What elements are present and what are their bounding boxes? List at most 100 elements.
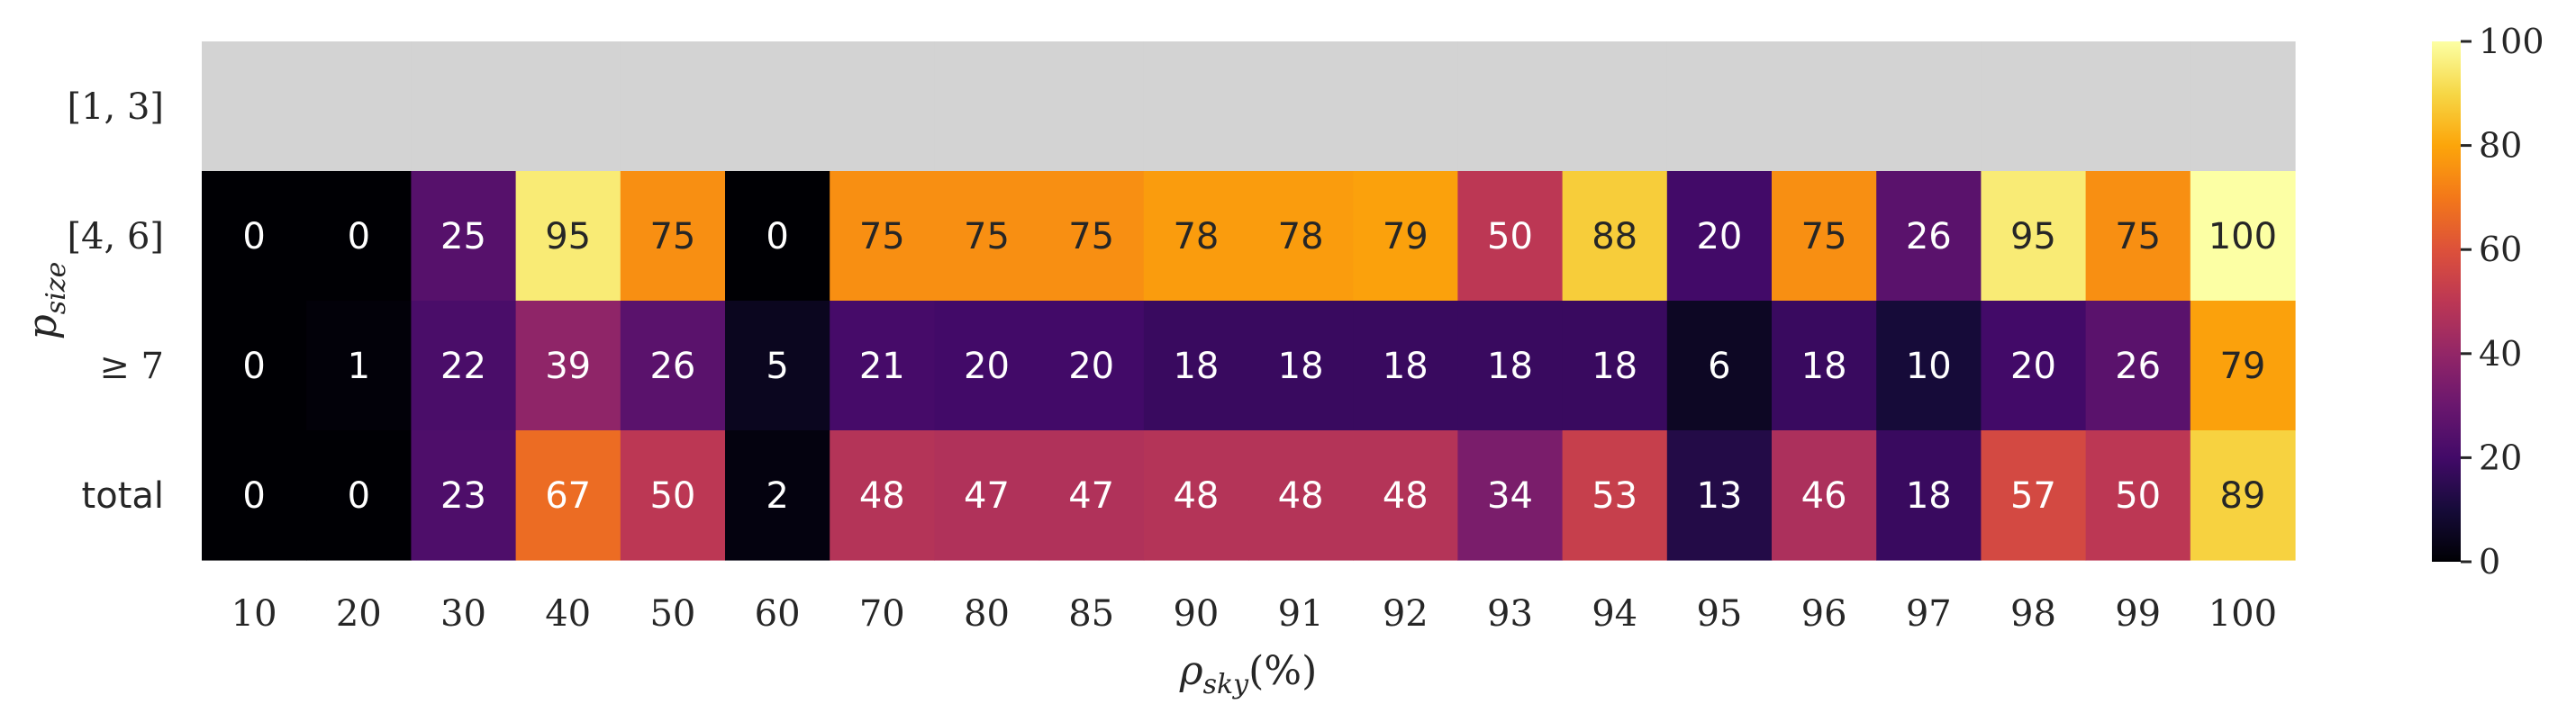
heatmap-cell bbox=[1143, 41, 1249, 172]
heatmap-cell bbox=[202, 41, 307, 172]
colorbar: 0 20 40 60 80 100 bbox=[2432, 22, 2544, 582]
heatmap-cell bbox=[1353, 430, 1458, 561]
cell-value-label: 22 bbox=[440, 346, 486, 387]
heatmap-cell bbox=[2190, 171, 2296, 302]
heatmap-cell bbox=[1772, 41, 1877, 172]
heatmap-cell bbox=[1353, 171, 1458, 302]
cell-value-label: 18 bbox=[1592, 346, 1637, 387]
cell-value-label: 50 bbox=[649, 475, 695, 517]
heatmap-cell bbox=[1039, 301, 1145, 431]
colorbar-tick-label: 0 bbox=[2479, 542, 2500, 582]
x-tick-label: 100 bbox=[2209, 593, 2277, 635]
cell-value-label: 53 bbox=[1592, 475, 1637, 517]
heatmap-cell bbox=[1039, 430, 1145, 561]
heatmap-cell bbox=[1039, 41, 1145, 172]
cell-value-label: 18 bbox=[1383, 346, 1429, 387]
heatmap-cell bbox=[1981, 301, 2087, 431]
x-tick-label: 91 bbox=[1278, 593, 1324, 635]
heatmap-cell bbox=[202, 430, 307, 561]
cell-value-label: 75 bbox=[964, 216, 1010, 257]
heatmap-cell bbox=[306, 301, 412, 431]
cell-value-label: 79 bbox=[2219, 346, 2265, 387]
heatmap-cell bbox=[934, 171, 1040, 302]
heatmap-cell bbox=[1981, 41, 2087, 172]
heatmap-cell bbox=[725, 171, 830, 302]
cell-value-label: 95 bbox=[545, 216, 591, 257]
heatmap-cell bbox=[1981, 430, 2087, 561]
colorbar-tick-label: 20 bbox=[2479, 438, 2522, 477]
cell-value-label: 100 bbox=[2209, 216, 2277, 257]
y-axis-ticks: [1, 3] [4, 6] ≥ 7 total bbox=[67, 86, 164, 517]
x-tick-label: 50 bbox=[649, 593, 695, 635]
heatmap-cell bbox=[725, 301, 830, 431]
heatmap-cell bbox=[1457, 301, 1564, 431]
x-tick-label: 92 bbox=[1383, 593, 1429, 635]
x-tick-label: 94 bbox=[1592, 593, 1637, 635]
heatmap-cell bbox=[2190, 41, 2296, 172]
cell-value-label: 23 bbox=[440, 475, 486, 517]
cell-value-label: 0 bbox=[766, 216, 788, 257]
cell-value-label: 79 bbox=[1383, 216, 1429, 257]
cell-value-label: 0 bbox=[242, 475, 265, 517]
heatmap-cell bbox=[202, 301, 307, 431]
heatmap-cell bbox=[1666, 171, 1773, 302]
colorbar-tick-label: 80 bbox=[2479, 126, 2522, 166]
y-tick-label: total bbox=[82, 475, 164, 517]
heatmap-cell bbox=[1772, 171, 1877, 302]
heatmap-cell bbox=[202, 171, 307, 302]
heatmap-cell bbox=[1772, 301, 1877, 431]
cell-value-label: 78 bbox=[1278, 216, 1324, 257]
heatmap-cell bbox=[934, 430, 1040, 561]
colorbar-tick-label: 60 bbox=[2479, 230, 2522, 269]
cell-value-label: 67 bbox=[545, 475, 591, 517]
cell-value-label: 50 bbox=[1487, 216, 1533, 257]
heatmap-cell bbox=[1353, 301, 1458, 431]
x-tick-label: 85 bbox=[1068, 593, 1114, 635]
cell-value-label: 20 bbox=[964, 346, 1010, 387]
heatmap-cell bbox=[1666, 301, 1773, 431]
cell-value-label: 26 bbox=[1906, 216, 1952, 257]
colorbar-tick-label: 40 bbox=[2479, 334, 2522, 374]
heatmap-cell bbox=[620, 171, 726, 302]
cell-value-label: 6 bbox=[1708, 346, 1730, 387]
heatmap-cell bbox=[1457, 430, 1564, 561]
cell-value-label: 18 bbox=[1487, 346, 1533, 387]
x-tick-label: 30 bbox=[440, 593, 486, 635]
heatmap-cell bbox=[1772, 430, 1877, 561]
cell-value-label: 75 bbox=[649, 216, 695, 257]
heatmap-cell bbox=[515, 171, 621, 302]
cell-value-label: 46 bbox=[1801, 475, 1847, 517]
cell-value-label: 75 bbox=[2115, 216, 2161, 257]
heatmap-cell bbox=[1562, 301, 1668, 431]
cell-value-label: 10 bbox=[1906, 346, 1952, 387]
cell-value-label: 50 bbox=[2115, 475, 2161, 517]
cell-value-label: 1 bbox=[348, 346, 370, 387]
cell-value-label: 78 bbox=[1173, 216, 1219, 257]
heatmap-cell bbox=[725, 430, 830, 561]
x-tick-label: 93 bbox=[1487, 593, 1533, 635]
cell-value-label: 89 bbox=[2219, 475, 2265, 517]
heatmap-cell bbox=[2190, 301, 2296, 431]
heatmap-cell bbox=[1666, 41, 1773, 172]
heatmap-cell bbox=[830, 171, 935, 302]
heatmap-cell bbox=[306, 41, 412, 172]
heatmap-cell bbox=[1143, 301, 1249, 431]
cell-value-label: 95 bbox=[2010, 216, 2056, 257]
heatmap-cell bbox=[2085, 301, 2191, 431]
heatmap-cell bbox=[2085, 430, 2191, 561]
x-tick-label: 99 bbox=[2115, 593, 2161, 635]
cell-value-label: 5 bbox=[766, 346, 788, 387]
heatmap-cell bbox=[515, 301, 621, 431]
heatmap-cell bbox=[1457, 41, 1564, 172]
cell-value-label: 0 bbox=[348, 475, 370, 517]
cell-value-label: 88 bbox=[1592, 216, 1637, 257]
cell-value-label: 18 bbox=[1801, 346, 1847, 387]
cell-value-label: 47 bbox=[1068, 475, 1114, 517]
heatmap-cell bbox=[411, 430, 517, 561]
cell-value-label: 48 bbox=[1278, 475, 1324, 517]
x-tick-label: 96 bbox=[1801, 593, 1847, 635]
heatmap-cell bbox=[1666, 430, 1773, 561]
cell-value-label: 57 bbox=[2010, 475, 2056, 517]
